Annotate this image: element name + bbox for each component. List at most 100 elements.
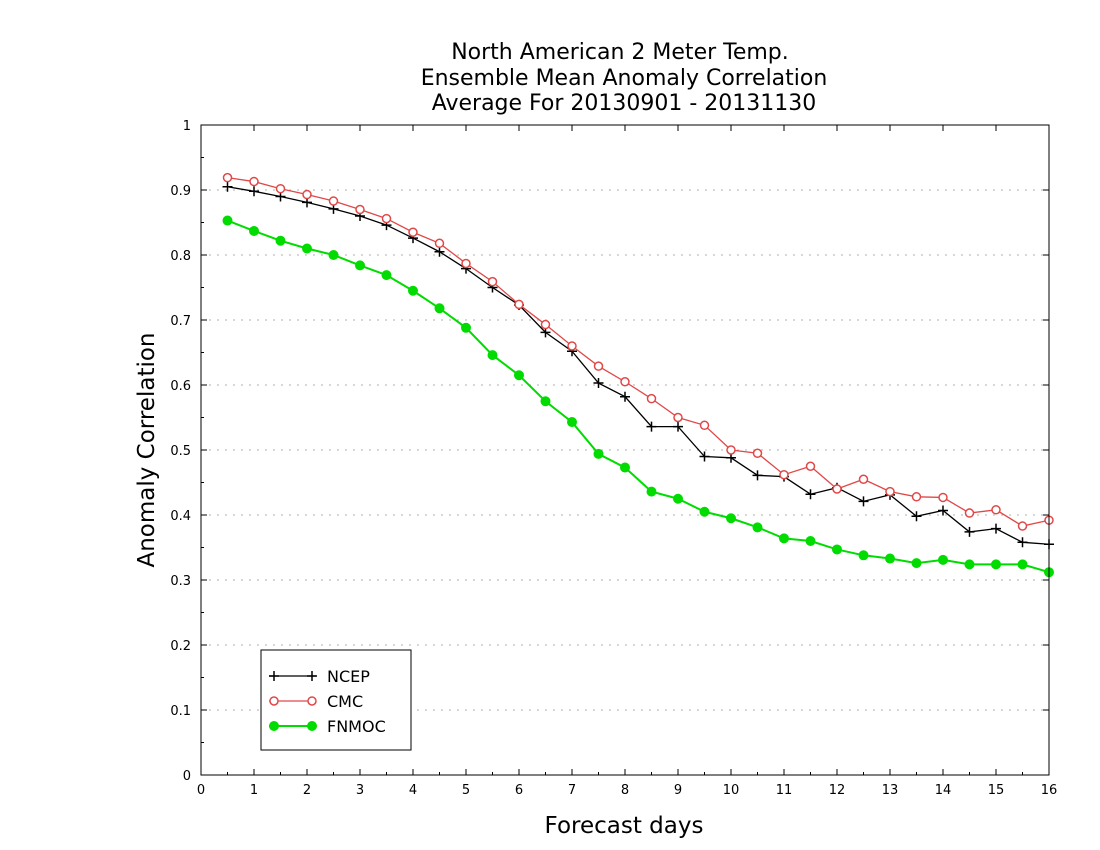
ncep-point — [249, 186, 259, 197]
fnmoc-point — [991, 559, 1001, 570]
cmc-point — [858, 474, 869, 484]
ncep-point — [805, 489, 816, 500]
legend-label-cmc: CMC — [327, 692, 363, 711]
cmc-point — [911, 492, 922, 502]
legend-marker — [269, 721, 279, 731]
fnmoc-point — [275, 235, 286, 246]
fnmoc-point — [620, 462, 630, 473]
cmc-point — [461, 258, 471, 269]
ncep-point — [646, 421, 657, 432]
cmc-point — [938, 492, 948, 503]
fnmoc-point — [514, 370, 524, 381]
fnmoc-point — [434, 303, 445, 314]
legend-box — [260, 649, 412, 751]
x-tick-label: 16 — [1041, 783, 1058, 798]
x-tick-label: 2 — [303, 783, 311, 798]
ncep-point — [434, 246, 445, 257]
legend-marker — [269, 696, 279, 706]
x-tick-label: 3 — [356, 783, 364, 798]
cmc-point — [222, 172, 233, 183]
fnmoc-point — [673, 493, 683, 504]
legend-marker — [307, 696, 317, 706]
chart-title: North American 2 Meter Temp. Ensemble Me… — [421, 40, 828, 116]
legend-marker — [307, 721, 317, 731]
cmc-point — [567, 341, 577, 351]
ncep-point — [752, 470, 763, 481]
cmc-point — [673, 412, 683, 423]
y-tick-label: 0.1 — [170, 704, 191, 719]
cmc-point — [355, 204, 365, 215]
data-series — [222, 172, 1054, 578]
x-tick-label: 11 — [776, 783, 793, 798]
ncep-point — [699, 451, 710, 462]
cmc-point — [805, 461, 816, 471]
cmc-point — [620, 377, 630, 387]
fnmoc-point — [222, 215, 233, 226]
cmc-point — [408, 227, 418, 237]
cmc-point — [991, 505, 1001, 515]
cmc-point — [381, 213, 392, 224]
x-tick-label: 7 — [568, 783, 576, 798]
y-tick-label: 0.3 — [170, 574, 191, 589]
fnmoc-point — [938, 554, 948, 565]
fnmoc-point — [328, 250, 339, 260]
cmc-point — [726, 445, 736, 455]
y-axis-label: Anomaly Correlation — [134, 332, 160, 567]
fnmoc-point — [355, 260, 365, 271]
x-tick-label: 0 — [197, 783, 205, 798]
x-tick-label: 1 — [250, 783, 258, 798]
y-axis-ticks: 0 0.1 0.2 0.3 0.4 0.5 0.6 0.7 0.8 0.9 1 — [170, 119, 1049, 784]
fnmoc-series — [222, 215, 1054, 578]
fnmoc-point — [858, 550, 869, 561]
x-tick-label: 13 — [882, 783, 899, 798]
legend-marker — [269, 671, 279, 681]
legend-label-ncep: NCEP — [327, 667, 370, 686]
cmc-series — [222, 172, 1054, 531]
x-tick-label: 14 — [935, 783, 952, 798]
ncep-point — [858, 496, 869, 507]
fnmoc-point — [779, 533, 789, 544]
y-tick-label: 1 — [183, 119, 191, 134]
y-tick-label: 0.7 — [170, 314, 191, 329]
cmc-point — [302, 189, 312, 200]
cmc-point — [593, 361, 604, 371]
chart-title-line-2: Ensemble Mean Anomaly Correlation — [421, 66, 828, 91]
fnmoc-point — [567, 417, 577, 428]
ncep-point — [911, 511, 922, 522]
y-tick-label: 0.6 — [170, 379, 191, 394]
fnmoc-point — [487, 350, 498, 361]
cmc-point — [1017, 521, 1028, 531]
legend-marker — [307, 671, 317, 681]
legend-entry-ncep: NCEP — [269, 667, 370, 686]
chart-title-line-1: North American 2 Meter Temp. — [451, 40, 789, 65]
fnmoc-point — [832, 544, 842, 555]
cmc-point — [832, 484, 842, 494]
x-tick-label: 12 — [829, 783, 846, 798]
legend-entry-cmc: CMC — [269, 692, 363, 711]
y-tick-label: 0.9 — [170, 184, 191, 199]
x-tick-label: 15 — [988, 783, 1005, 798]
ncep-series — [222, 181, 1054, 550]
fnmoc-point — [593, 448, 604, 459]
y-gridlines — [201, 189, 1049, 711]
ncep-point — [1017, 537, 1028, 548]
cmc-point — [646, 393, 657, 404]
cmc-point — [487, 276, 498, 287]
cmc-point — [964, 508, 975, 518]
ncep-point — [938, 505, 948, 516]
y-tick-label: 0.4 — [170, 509, 191, 524]
ncep-line — [227, 186, 1050, 545]
fnmoc-line — [227, 219, 1050, 574]
cmc-point — [779, 469, 789, 480]
fnmoc-point — [1017, 559, 1028, 570]
x-axis-ticks: 0 1 2 3 4 5 6 7 8 9 10 11 12 13 14 15 16 — [197, 125, 1057, 798]
cmc-point — [275, 183, 286, 194]
cmc-point — [752, 448, 763, 458]
x-axis-label: Forecast days — [545, 813, 704, 839]
x-tick-label: 6 — [515, 783, 523, 798]
cmc-point — [434, 238, 445, 249]
cmc-point — [514, 299, 524, 310]
fnmoc-point — [540, 396, 551, 407]
plot-frame — [200, 124, 1050, 776]
